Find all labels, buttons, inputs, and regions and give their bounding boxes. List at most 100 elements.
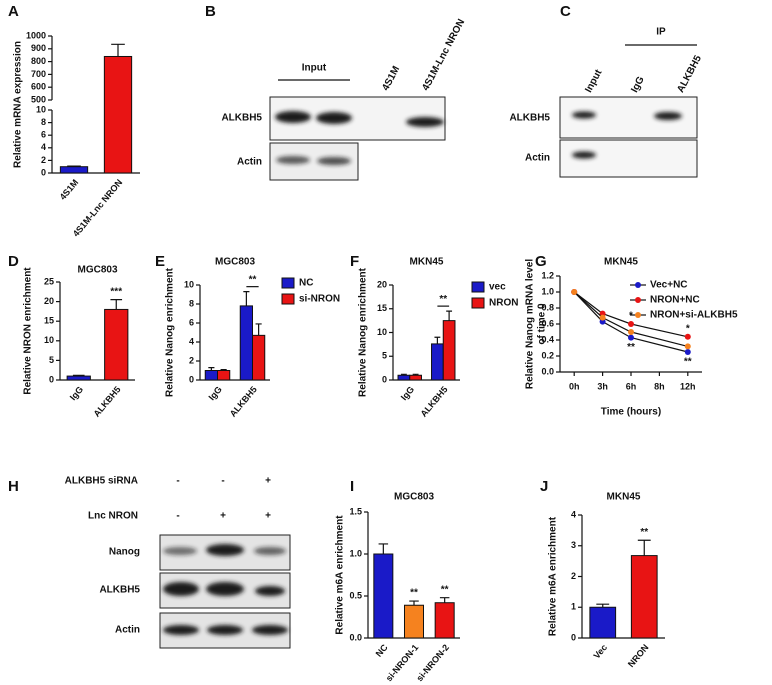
error-bar: [111, 43, 125, 57]
panel-letter: C: [560, 3, 571, 20]
significance: **: [439, 294, 447, 305]
y-tick-label: 20: [377, 279, 387, 289]
y-tick-label: 1.0: [349, 548, 362, 558]
significance: **: [640, 527, 648, 538]
bar: [204, 370, 218, 381]
error-bar: [409, 600, 419, 606]
legend-swatch: [281, 277, 295, 289]
y-tick-label: 500: [31, 94, 46, 104]
y-axis-label: Relative Nanog mRNA level: [525, 259, 536, 389]
blot-row: ALKBH5: [509, 113, 550, 124]
legend-label: NRON: [489, 298, 518, 309]
significance: **: [684, 357, 692, 368]
y-tick-label: 0: [49, 374, 54, 384]
series-line: [573, 291, 688, 347]
y-tick-label: 3: [571, 540, 576, 550]
blot-row: ALKBH5: [99, 585, 140, 596]
error-bar: [110, 299, 123, 310]
y-tick-label: 4: [189, 336, 194, 346]
error-bar: [72, 374, 85, 377]
legend-marker: [635, 282, 641, 288]
blot-row: Nanog: [109, 547, 140, 558]
error-bar: [255, 323, 262, 336]
y-tick-label: 1.0: [541, 286, 554, 296]
bar: [434, 602, 455, 639]
blot-row: Actin: [525, 153, 550, 164]
bar: [59, 166, 89, 174]
y-tick-label: 10: [44, 335, 54, 345]
error-bar: [400, 373, 407, 376]
panel-letter: F: [350, 253, 359, 270]
y-tick-label: 700: [31, 69, 46, 79]
y-tick-label: 8: [41, 117, 46, 127]
y-tick-label: 2: [41, 155, 46, 165]
panel-letter: J: [540, 478, 548, 495]
bar: [373, 553, 394, 639]
chart-title: MGC803: [215, 257, 255, 268]
significance: **: [410, 588, 418, 599]
condition-sign: -: [176, 476, 179, 487]
x-tick-label: 12h: [680, 381, 696, 391]
y-tick-label: 20: [44, 296, 54, 306]
chart-title: MGC803: [77, 265, 117, 276]
y-tick-label: 8: [189, 298, 194, 308]
y-tick-label: 900: [31, 43, 46, 53]
condition-sign: -: [176, 511, 179, 522]
significance: *: [629, 311, 633, 322]
point: [684, 349, 691, 355]
legend-swatch: [471, 297, 485, 309]
y-tick-label: 10: [36, 104, 46, 114]
error-bar: [596, 603, 610, 608]
error-bar: [378, 543, 389, 554]
y-tick-label: 0.6: [541, 318, 554, 328]
condition-sign: +: [265, 476, 271, 487]
y-tick-label: 0.0: [541, 366, 554, 376]
chart-title: MKN45: [410, 257, 444, 268]
y-tick-label: 10: [184, 279, 194, 289]
x-axis-label: Time (hours): [601, 407, 661, 418]
y-tick-label: 5: [382, 351, 387, 361]
point: [684, 333, 691, 340]
panel-letter: G: [535, 253, 547, 270]
y-tick-label: 6: [189, 317, 194, 327]
panel-letter: H: [8, 478, 19, 495]
condition-label: ALKBH5 siRNA: [65, 476, 138, 487]
panel-letter: E: [155, 253, 165, 270]
condition-sign: -: [221, 476, 224, 487]
y-tick-label: 600: [31, 82, 46, 92]
legend-label: si-NRON: [299, 294, 340, 305]
chart-title: MKN45: [607, 492, 641, 503]
y-tick-label: 0: [382, 374, 387, 384]
error-bar: [439, 597, 450, 603]
y-tick-label: 1: [571, 602, 576, 612]
y-tick-label: 0: [571, 632, 576, 642]
y-tick-label: 0: [41, 167, 46, 177]
x-tick-label: 8h: [654, 381, 665, 391]
panel-letter: I: [350, 478, 354, 495]
bar: [630, 555, 658, 639]
legend-marker: [635, 312, 641, 318]
blot-row: ALKBH5: [221, 113, 262, 124]
y-tick-label: 15: [377, 303, 387, 313]
point: [571, 289, 578, 295]
condition-sign: +: [265, 511, 271, 522]
error-bar: [434, 336, 441, 344]
significance: **: [249, 274, 257, 285]
panel-letter: D: [8, 253, 19, 270]
significance: **: [627, 342, 635, 353]
y-tick-label: 0.2: [541, 350, 554, 360]
series-line: [573, 291, 688, 353]
error-bar: [412, 373, 419, 376]
bar: [442, 320, 456, 381]
y-tick-label: 2: [571, 571, 576, 581]
blot-header: Input: [302, 63, 327, 74]
legend-swatch: [471, 281, 485, 293]
blot-row: Actin: [237, 157, 262, 168]
y-tick-label: 10: [377, 327, 387, 337]
y-axis-label: Relative m6A enrichment: [335, 515, 346, 635]
y-axis-label: of time 0: [537, 303, 548, 345]
y-tick-label: 5: [49, 355, 54, 365]
blot-box: [559, 139, 698, 178]
legend-label: Vec+NC: [650, 280, 688, 291]
point: [684, 343, 691, 350]
